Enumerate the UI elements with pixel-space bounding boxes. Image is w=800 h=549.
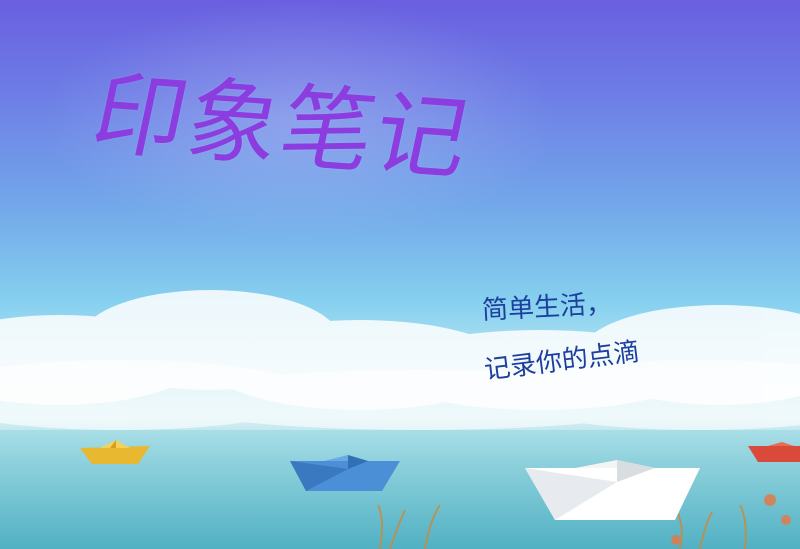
tagline-line1: 简单生活， (481, 289, 613, 326)
app-title: 印象笔记 (83, 60, 481, 193)
yellow-paper-boat-icon (80, 440, 150, 464)
blue-paper-boat-icon (290, 455, 400, 491)
red-paper-boat-icon (748, 442, 800, 462)
white-paper-boat-icon (525, 460, 700, 520)
